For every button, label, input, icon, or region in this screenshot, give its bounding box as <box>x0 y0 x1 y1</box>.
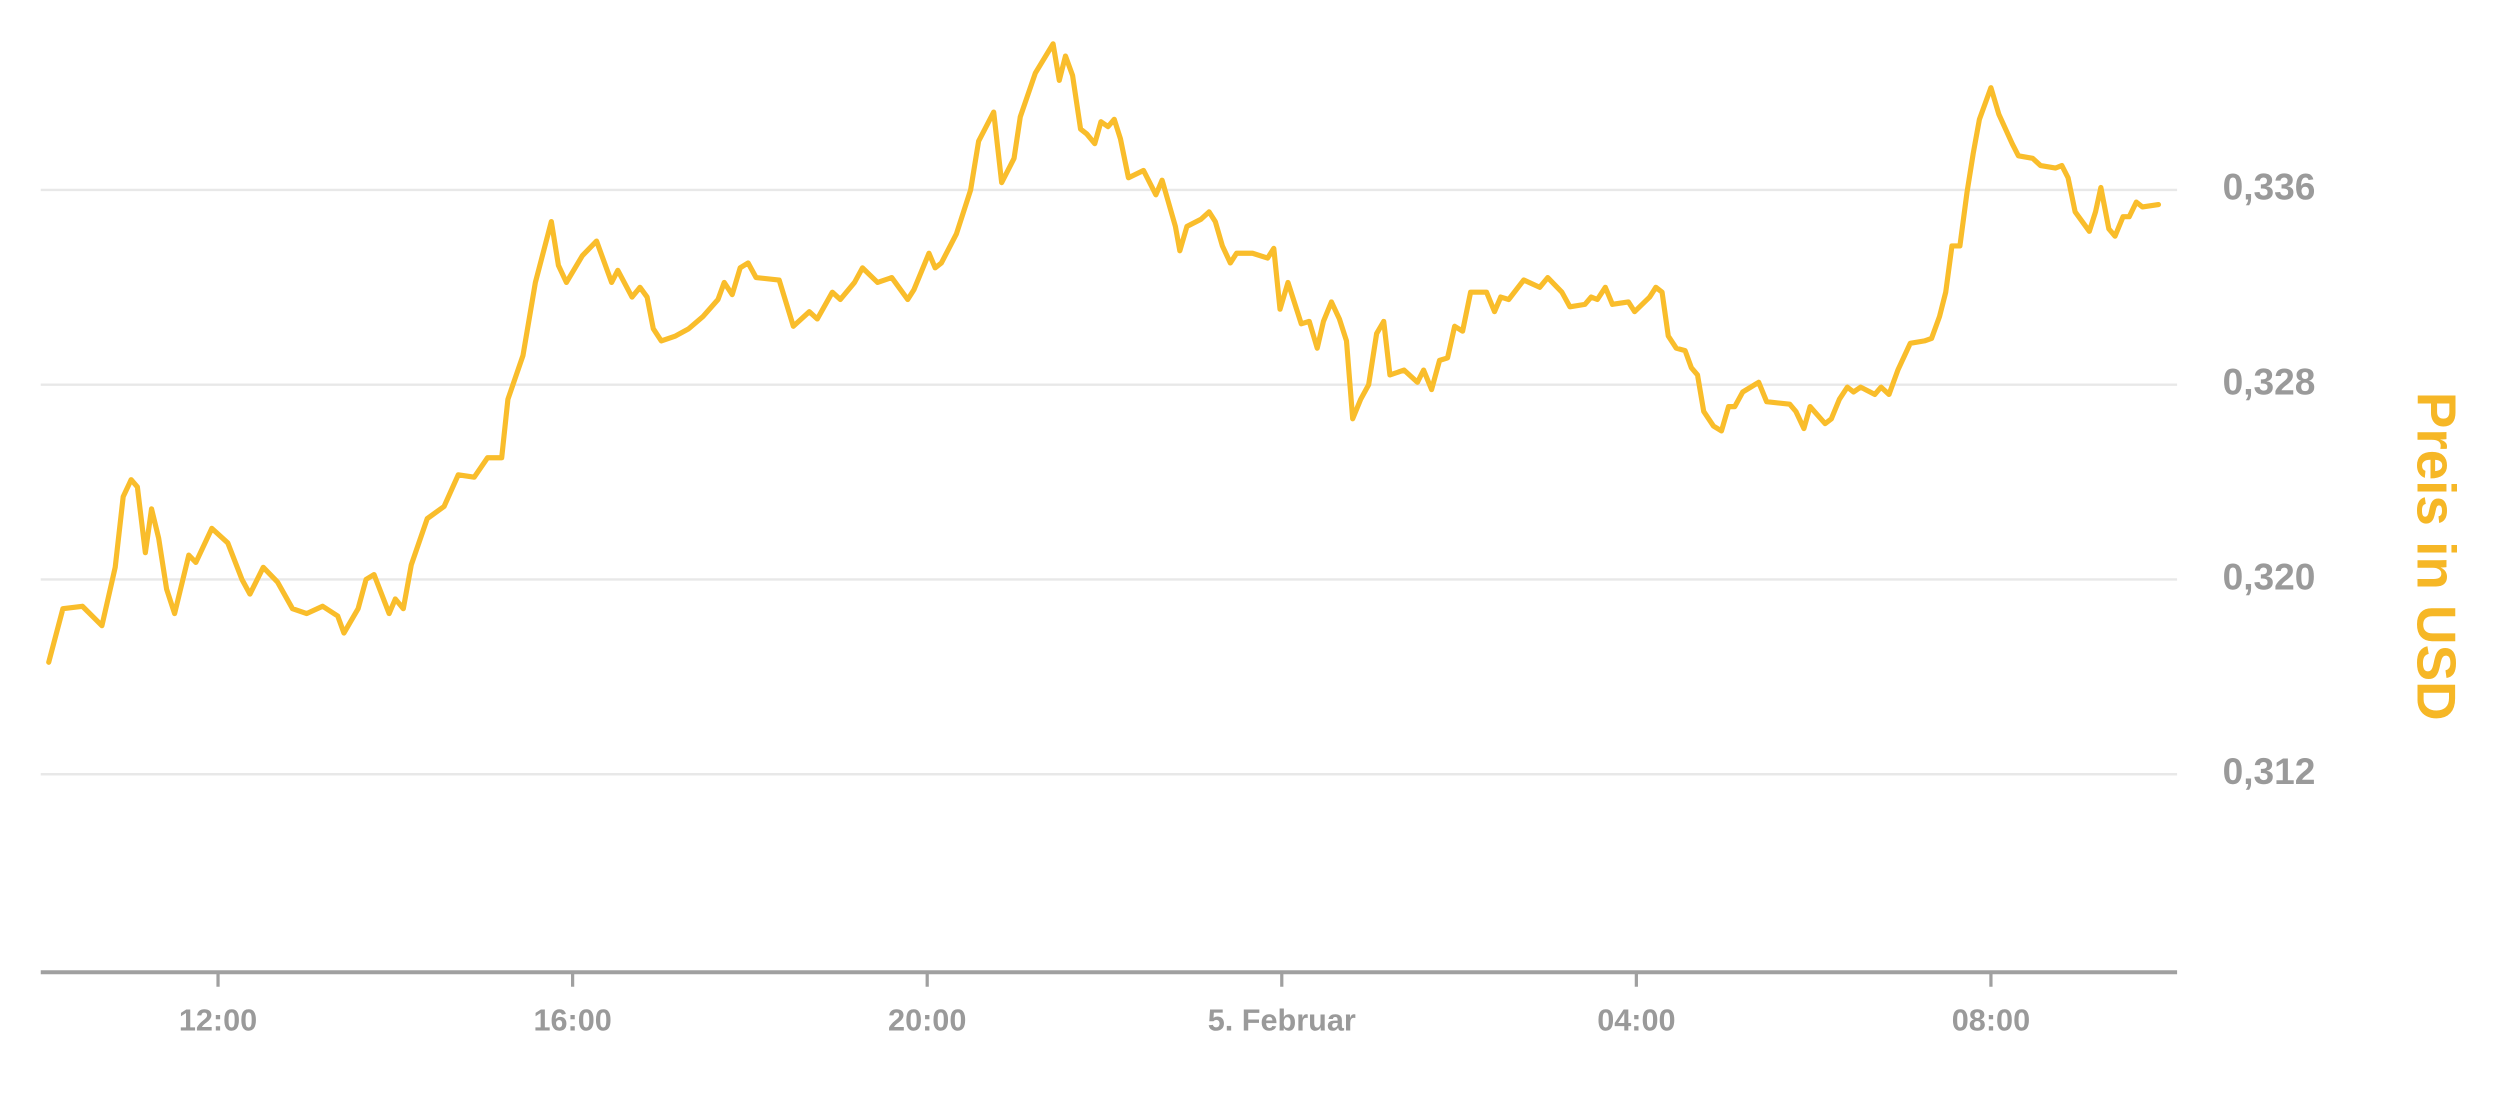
x-tick-label: 04:00 <box>1597 1003 1675 1037</box>
price-line <box>46 41 2162 665</box>
x-tick-label: 5. Februar <box>1208 1003 1356 1037</box>
y-tick-label: 0,312 <box>2223 750 2316 792</box>
y-tick-label: 0,336 <box>2223 166 2316 208</box>
x-tick-label: 08:00 <box>1952 1003 2030 1037</box>
x-tick-label: 12:00 <box>179 1003 257 1037</box>
x-tick-label: 16:00 <box>533 1003 611 1037</box>
y-tick-label: 0,320 <box>2223 555 2316 597</box>
y-tick-label: 0,328 <box>2223 360 2316 402</box>
x-tick-label: 20:00 <box>888 1003 966 1037</box>
y-axis-label: Preis in USD <box>2405 392 2467 721</box>
